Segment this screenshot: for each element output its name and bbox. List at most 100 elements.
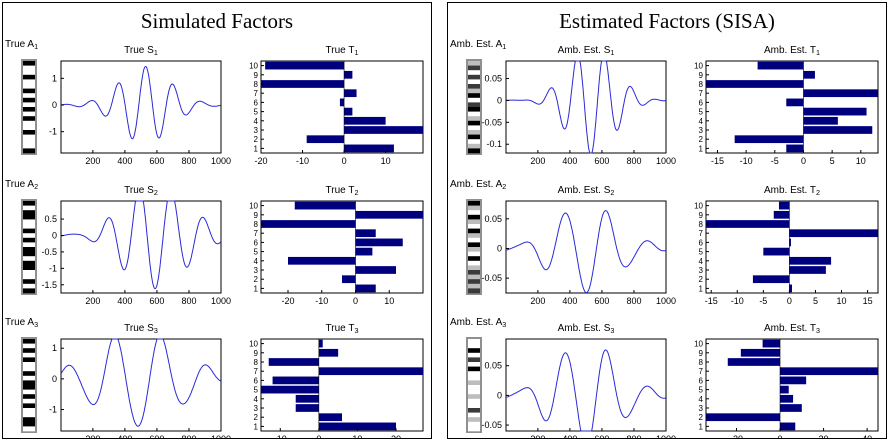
s-title-sub: 2 [154,188,158,197]
s-ytick-label: -1 [49,127,57,137]
s-title-main: True S [124,185,154,196]
a-cell [23,134,35,140]
a-cell [468,385,480,390]
t-xtick-label: 0 [353,296,358,306]
t-bar [355,210,423,219]
a-cell [23,97,35,103]
s-ytick-label: 0.5 [44,214,57,224]
a-cell [468,219,480,225]
a-cell [23,412,35,418]
t-bar [780,385,789,394]
t-bar [342,275,356,284]
t-category-label: 3 [699,404,704,413]
t-bar [762,339,781,348]
s-plot: 200 400 600 800 1000 0.5 0 -0.5 -1 -1.5 [41,200,231,306]
a-cell [468,143,480,149]
t-xtick-label: 40 [862,434,872,438]
s-ytick-label: 0.05 [484,361,502,371]
t-xtick-label: 5 [813,296,818,306]
t-category-label: 9 [254,349,259,358]
a-label: True A1 [5,39,38,51]
t-category-label: 2 [699,275,704,284]
s-ytick-label: 0.05 [484,74,502,84]
t-title: True T3 [326,323,359,335]
s-xtick-label: 400 [562,434,577,438]
a-cell [468,70,480,76]
t-bar [339,98,345,107]
a-cell [23,139,35,145]
t-category-label: 10 [694,202,703,211]
s-plot: 200 400 600 800 1000 0.05 0 -0.05 [481,200,676,306]
a-label: True A3 [5,317,38,329]
t-category-label: 2 [699,135,704,144]
a-strip [21,59,37,155]
s-xtick-label: 1000 [211,296,231,306]
a-cell [23,70,35,76]
t-bar [295,404,319,412]
t-category-label: 9 [254,211,259,220]
a-cell [468,247,480,252]
t-bar [789,266,826,274]
s-title-main: Amb. Est. S [558,45,611,56]
a-cell [23,88,35,94]
s-xtick-label: 400 [562,296,577,306]
t-bar [786,98,804,107]
t-category-label: 6 [254,238,259,247]
t-bar [789,284,792,293]
t-category-label: 5 [699,248,704,257]
panel-simulated-factors: Simulated Factors True A1 True S1 200 400 60… [2,2,432,439]
a-cell [468,403,480,409]
t-category-label: 7 [699,367,704,376]
a-cell [468,274,480,280]
t-category-label: 3 [254,404,259,413]
t-category-label: 10 [694,62,703,71]
t-category-label: 7 [254,229,259,238]
t-category-label: 1 [699,284,704,293]
t-category-label: 3 [699,266,704,275]
t-category-label: 7 [699,229,704,238]
s-plot: 200 400 600 800 1000 0.05 0 -0.05 -0.1 [481,60,676,166]
a-cell [23,260,35,266]
t-title-sub: 3 [354,326,358,335]
a-cell [468,102,480,108]
a-label-sub: 2 [34,182,38,191]
s-ytick-label: 0 [497,95,502,105]
t-xtick-label: -20 [254,156,267,166]
s-xtick-label: 800 [181,434,196,438]
t-title-sub: 1 [354,48,358,57]
a-cell [23,205,35,211]
t-bar [344,116,386,125]
a-label: Amb. Est. A2 [450,179,506,191]
t-bar [261,220,356,228]
a-cell [23,343,35,349]
t-bar [780,376,807,385]
t-category-label: 5 [254,108,259,117]
t-bar [355,284,376,293]
t-bar [306,135,345,144]
a-cell [468,421,480,427]
a-cell [468,283,480,289]
t-xtick-label: -10 [315,296,328,306]
a-cell [23,214,35,220]
a-cell [23,125,35,131]
a-cell [23,228,35,234]
t-bar [288,256,356,265]
t-title-main: Amb. Est. T [764,185,816,196]
s-xtick-label: 600 [594,156,609,166]
s-xtick-label: 200 [530,296,545,306]
a-cell [468,343,480,349]
s-ytick-label: -0.1 [486,139,502,149]
t-title: True T2 [326,185,359,197]
a-cell [23,201,35,206]
s-ytick-label: -1.5 [41,280,57,290]
s-series-line [60,65,221,140]
a-cell [23,93,35,99]
t-category-label: 1 [699,422,704,431]
a-cell [468,205,480,211]
t-bar [355,266,396,274]
t-bar [780,404,802,412]
a-cell [23,130,35,135]
s-axes-box [505,60,667,154]
t-category-label: 5 [699,108,704,117]
s-ytick-label: 0 [52,374,57,384]
